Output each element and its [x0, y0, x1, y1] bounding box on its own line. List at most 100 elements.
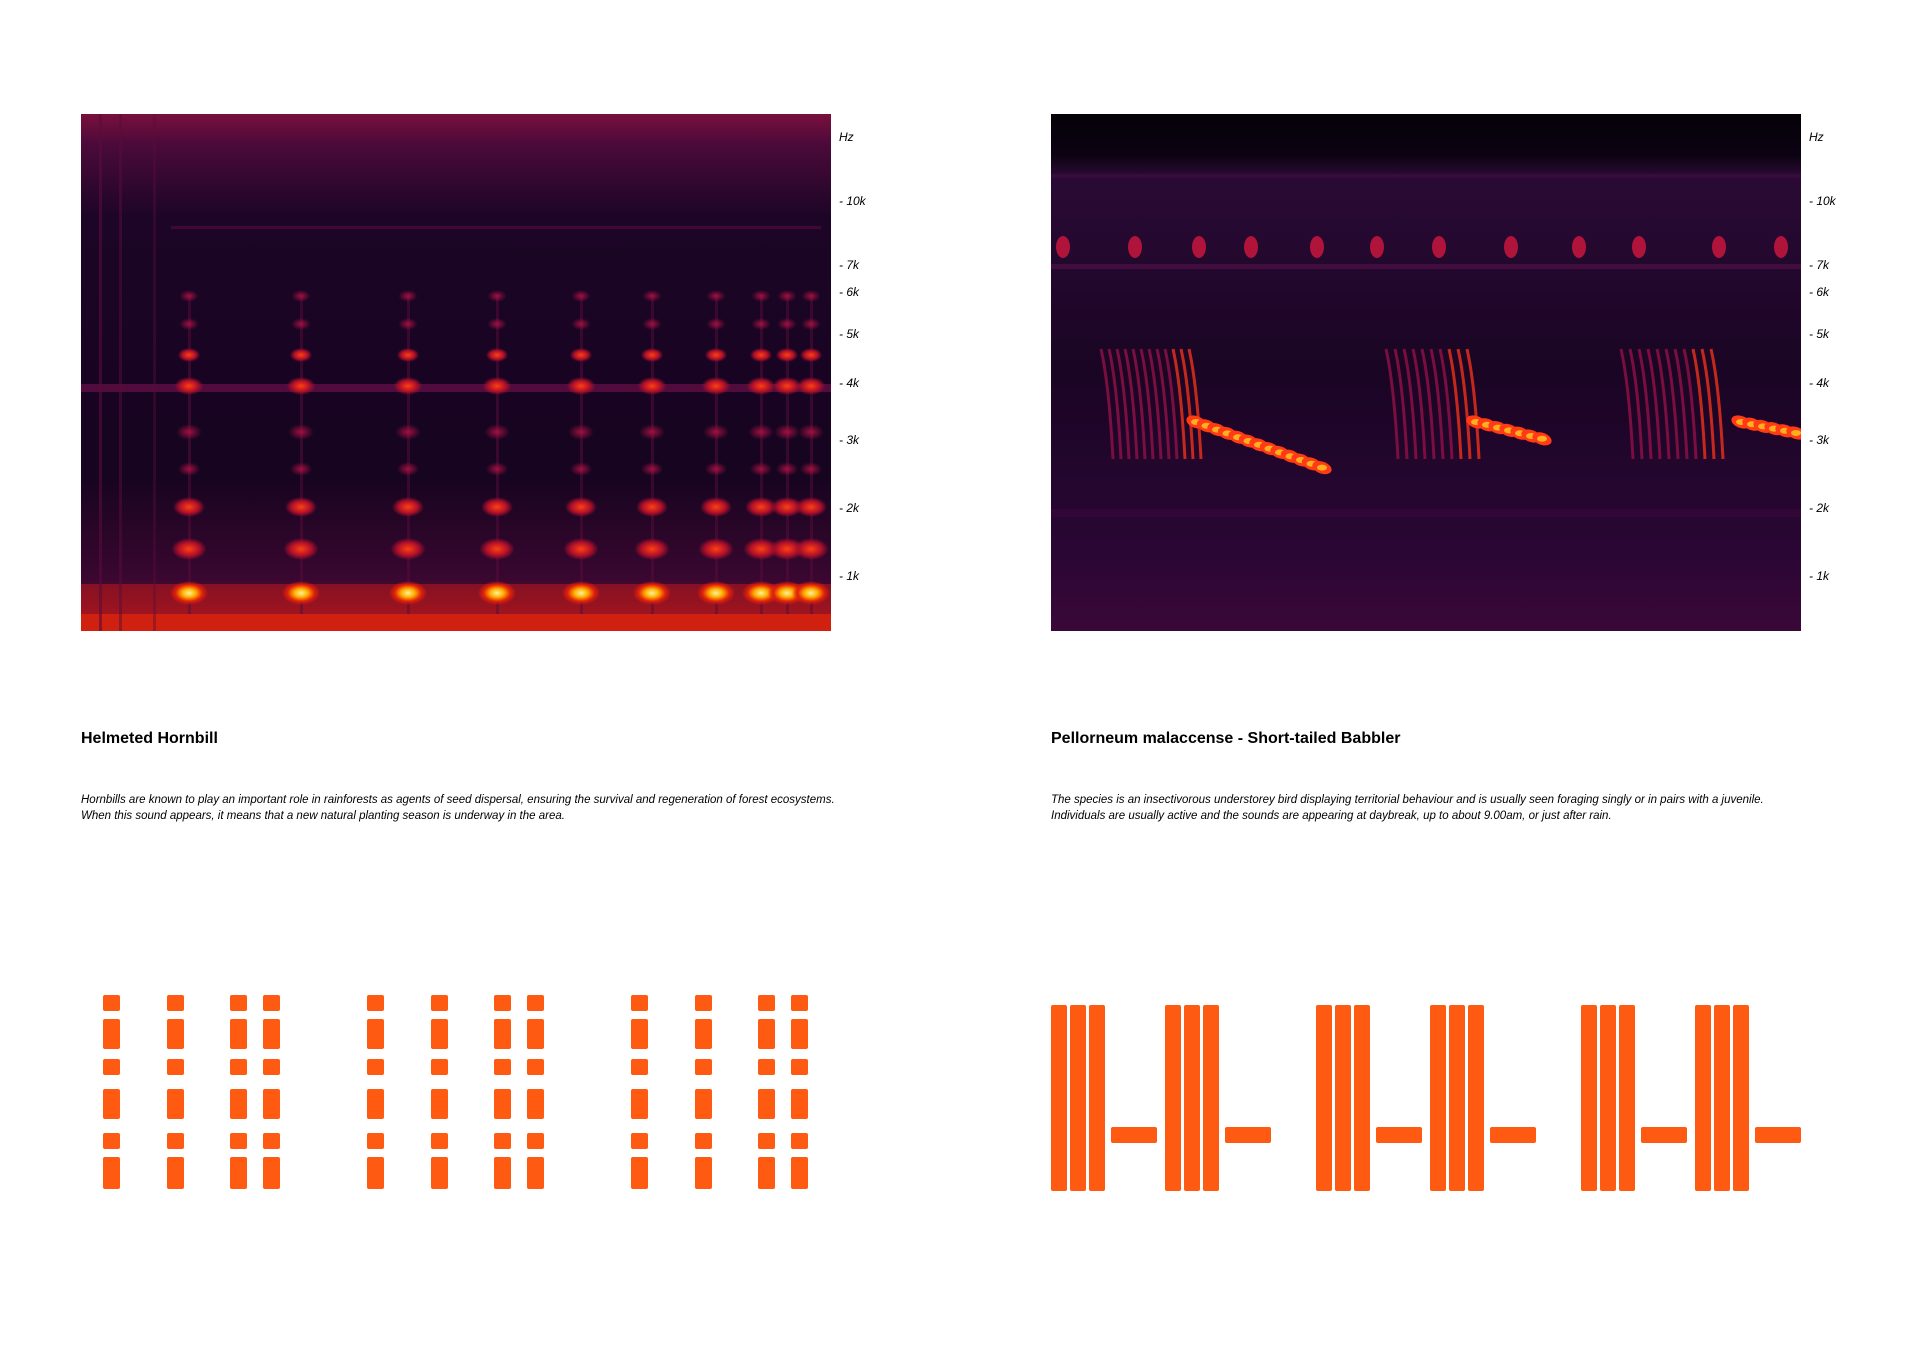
pattern-bar	[230, 1133, 247, 1149]
pattern-bar	[167, 1019, 184, 1049]
axis-tick-4k: - 4k	[1809, 376, 1830, 390]
pattern-bar	[1111, 1127, 1157, 1143]
pattern-bar	[1430, 1005, 1446, 1191]
pattern-bar	[431, 1133, 448, 1149]
pattern-bar	[431, 1059, 448, 1075]
pattern-bar	[695, 1157, 712, 1189]
pattern-bar	[1051, 1005, 1067, 1191]
pattern-bar	[263, 1019, 280, 1049]
pattern-bar	[1376, 1127, 1422, 1143]
pattern-bar	[1184, 1005, 1200, 1191]
axis-tick-5k: - 5k	[1809, 327, 1830, 341]
pattern-bar	[230, 1157, 247, 1189]
axis-tick-1k: - 1k	[839, 569, 860, 583]
pattern-bar	[791, 1157, 808, 1189]
axis-tick-10k: - 10k	[1809, 194, 1836, 208]
pattern-bar	[527, 1133, 544, 1149]
pattern-bar	[230, 1019, 247, 1049]
pattern-bar	[167, 1133, 184, 1149]
pattern-bar	[1316, 1005, 1332, 1191]
axis-tick-10k: - 10k	[839, 194, 866, 208]
axis-tick-5k: - 5k	[839, 327, 860, 341]
pattern-bar	[230, 1089, 247, 1119]
pattern-bar	[1581, 1005, 1597, 1191]
pattern-bar	[167, 995, 184, 1011]
pattern-bar	[103, 1157, 120, 1189]
pattern-bar	[1755, 1127, 1801, 1143]
pattern-bar	[1354, 1005, 1370, 1191]
pattern-bar	[263, 995, 280, 1011]
axis-tick-3k: - 3k	[839, 433, 860, 447]
pattern-bar	[1641, 1127, 1687, 1143]
pattern-bar	[263, 1133, 280, 1149]
pattern-bar	[494, 1059, 511, 1075]
pattern-bar	[1695, 1005, 1711, 1191]
babbler-frequency-axis: Hz - 10k - 7k - 6k - 5k - 4k - 3k - 2k -…	[1809, 114, 1869, 631]
hornbill-title: Helmeted Hornbill	[81, 730, 218, 747]
pattern-bar	[263, 1059, 280, 1075]
pattern-bar	[431, 995, 448, 1011]
babbler-panel: Hz - 10k - 7k - 6k - 5k - 4k - 3k - 2k -…	[1051, 0, 1920, 1357]
hornbill-description: Hornbills are known to play an important…	[81, 794, 835, 822]
pattern-bar	[1203, 1005, 1219, 1191]
pattern-bar	[791, 995, 808, 1011]
pattern-bar	[695, 995, 712, 1011]
pattern-bar	[1600, 1005, 1616, 1191]
axis-tick-2k: - 2k	[1809, 501, 1830, 515]
pattern-bar	[631, 1133, 648, 1149]
pattern-bar	[1619, 1005, 1635, 1191]
pattern-bar	[631, 1019, 648, 1049]
pattern-bar	[631, 1089, 648, 1119]
pattern-bar	[1165, 1005, 1181, 1191]
pattern-bar	[367, 1133, 384, 1149]
pattern-bar	[1490, 1127, 1536, 1143]
pattern-bar	[758, 995, 775, 1011]
pattern-bar	[103, 995, 120, 1011]
pattern-bar	[431, 1157, 448, 1189]
pattern-bar	[367, 1157, 384, 1189]
axis-unit-label: Hz	[1809, 130, 1824, 144]
pattern-bar	[1089, 1005, 1105, 1191]
pattern-bar	[103, 1059, 120, 1075]
babbler-title: Pellorneum malaccense - Short-tailed Bab…	[1051, 730, 1401, 747]
pattern-bar	[695, 1059, 712, 1075]
pattern-bar	[1070, 1005, 1086, 1191]
pattern-bar	[367, 1089, 384, 1119]
pattern-bar	[494, 1019, 511, 1049]
pattern-bar	[367, 1019, 384, 1049]
pattern-bar	[167, 1089, 184, 1119]
pattern-bar	[263, 1157, 280, 1189]
pattern-bar	[103, 1133, 120, 1149]
hornbill-frequency-axis: Hz - 10k - 7k - 6k - 5k - 4k - 3k - 2k -…	[839, 114, 899, 631]
axis-tick-6k: - 6k	[1809, 285, 1830, 299]
pattern-bar	[527, 1157, 544, 1189]
pattern-bar	[494, 1089, 511, 1119]
pattern-bar	[1714, 1005, 1730, 1191]
pattern-bar	[1225, 1127, 1271, 1143]
pattern-bar	[758, 1019, 775, 1049]
babbler-spectrogram	[1051, 114, 1801, 631]
pattern-bar	[367, 995, 384, 1011]
pattern-bar	[431, 1019, 448, 1049]
pattern-bar	[230, 1059, 247, 1075]
axis-tick-2k: - 2k	[839, 501, 860, 515]
axis-tick-3k: - 3k	[1809, 433, 1830, 447]
pattern-bar	[758, 1157, 775, 1189]
pattern-bar	[494, 1133, 511, 1149]
axis-tick-7k: - 7k	[1809, 258, 1830, 272]
pattern-bar	[758, 1059, 775, 1075]
hornbill-spectrogram	[81, 114, 831, 631]
axis-tick-4k: - 4k	[839, 376, 860, 390]
pattern-bar	[791, 1133, 808, 1149]
pattern-bar	[103, 1089, 120, 1119]
pattern-bar	[263, 1089, 280, 1119]
pattern-bar	[791, 1019, 808, 1049]
pattern-bar	[695, 1089, 712, 1119]
pattern-bar	[1733, 1005, 1749, 1191]
pattern-bar	[695, 1133, 712, 1149]
pattern-bar	[167, 1059, 184, 1075]
babbler-call-pattern	[1051, 995, 1811, 1205]
pattern-bar	[695, 1019, 712, 1049]
pattern-bar	[527, 1059, 544, 1075]
pattern-bar	[494, 1157, 511, 1189]
